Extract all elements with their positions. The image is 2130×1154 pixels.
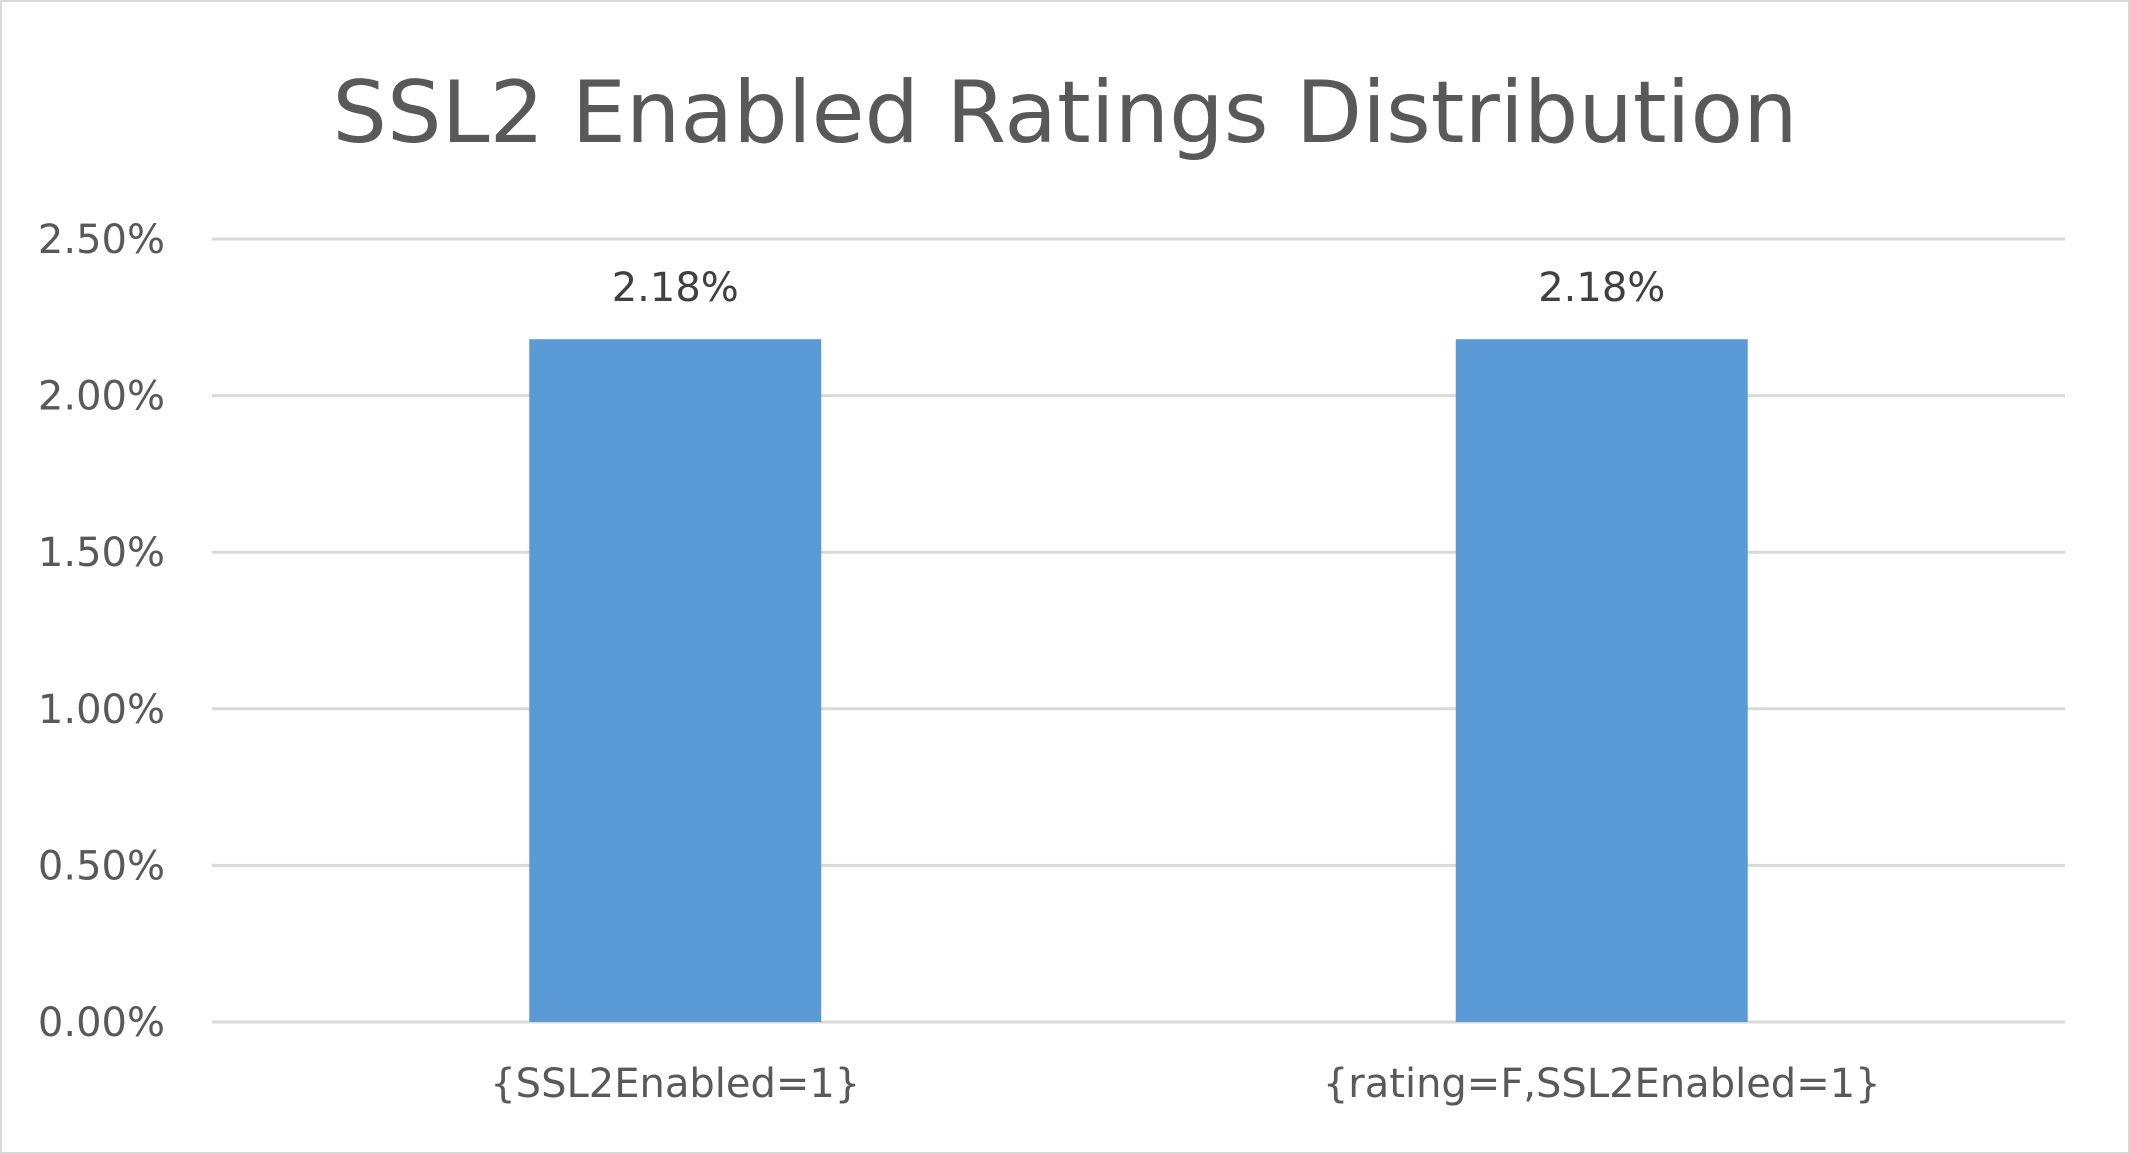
y-tick-label: 1.50% xyxy=(38,530,165,576)
y-tick-label: 2.50% xyxy=(38,217,165,263)
chart-title: SSL2 Enabled Ratings Distribution xyxy=(332,63,1797,163)
data-labels: 2.18% 2.18% xyxy=(612,265,1666,311)
gridlines xyxy=(212,237,2065,1024)
bar xyxy=(529,339,822,1022)
data-label: 2.18% xyxy=(612,265,739,311)
category-label: {SSL2Enabled=1} xyxy=(490,1061,860,1107)
category-label: {rating=F,SSL2Enabled=1} xyxy=(1323,1061,1881,1107)
bars xyxy=(529,339,1748,1022)
bar xyxy=(1455,339,1748,1022)
y-axis-tick-labels: 0.00% 0.50% 1.00% 1.50% 2.00% 2.50% xyxy=(38,217,165,1046)
y-tick-label: 0.50% xyxy=(38,843,165,889)
data-label: 2.18% xyxy=(1538,265,1665,311)
y-tick-label: 1.00% xyxy=(38,687,165,733)
y-tick-label: 0.00% xyxy=(38,1000,165,1046)
y-tick-label: 2.00% xyxy=(38,374,165,420)
x-axis-category-labels: {SSL2Enabled=1} {rating=F,SSL2Enabled=1} xyxy=(490,1061,1880,1107)
